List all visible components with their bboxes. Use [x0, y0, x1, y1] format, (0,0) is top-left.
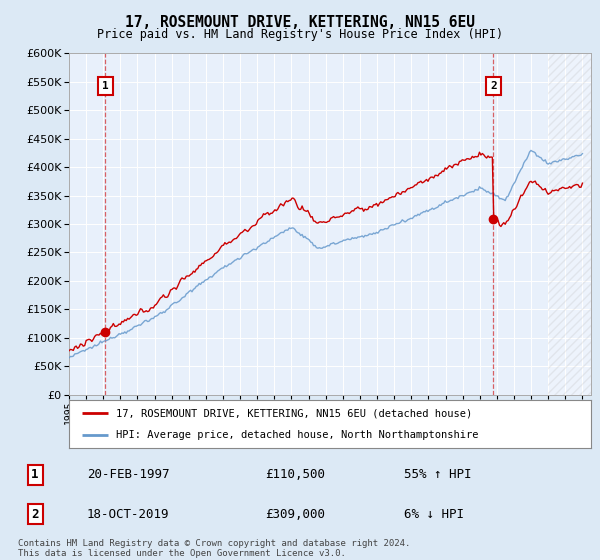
Bar: [548, 53, 591, 395]
Text: £309,000: £309,000: [265, 507, 325, 521]
Text: 17, ROSEMOUNT DRIVE, KETTERING, NN15 6EU (detached house): 17, ROSEMOUNT DRIVE, KETTERING, NN15 6EU…: [116, 408, 472, 418]
Text: 20-FEB-1997: 20-FEB-1997: [87, 468, 169, 482]
Text: 18-OCT-2019: 18-OCT-2019: [87, 507, 169, 521]
Text: 1: 1: [31, 468, 39, 482]
Text: Contains HM Land Registry data © Crown copyright and database right 2024.
This d: Contains HM Land Registry data © Crown c…: [18, 539, 410, 558]
Text: 17, ROSEMOUNT DRIVE, KETTERING, NN15 6EU: 17, ROSEMOUNT DRIVE, KETTERING, NN15 6EU: [125, 15, 475, 30]
Text: Price paid vs. HM Land Registry's House Price Index (HPI): Price paid vs. HM Land Registry's House …: [97, 28, 503, 41]
Text: 55% ↑ HPI: 55% ↑ HPI: [404, 468, 471, 482]
Text: £110,500: £110,500: [265, 468, 325, 482]
Text: 2: 2: [490, 81, 497, 91]
Text: 6% ↓ HPI: 6% ↓ HPI: [404, 507, 464, 521]
Text: 1: 1: [102, 81, 109, 91]
Text: 2: 2: [31, 507, 39, 521]
Text: HPI: Average price, detached house, North Northamptonshire: HPI: Average price, detached house, Nort…: [116, 430, 478, 440]
